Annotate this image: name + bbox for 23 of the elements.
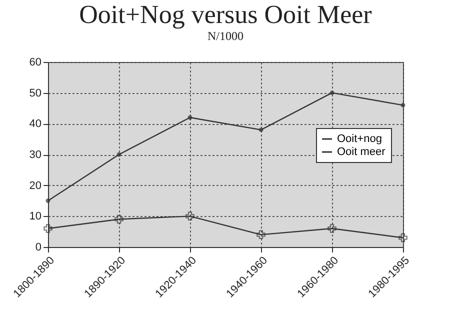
y-tick-label: 30 <box>29 149 42 161</box>
point <box>328 224 336 233</box>
y-tick-label: 60 <box>29 56 42 68</box>
point <box>114 214 124 224</box>
point <box>44 224 52 233</box>
point <box>330 90 334 96</box>
legend-label: Ooit meer <box>337 146 386 158</box>
point <box>398 233 408 242</box>
point <box>400 102 406 108</box>
y-tick-label: 20 <box>29 180 42 192</box>
y-tick-label: 50 <box>29 87 42 100</box>
y-tick-label: 40 <box>29 118 42 130</box>
y-tick-label: 10 <box>29 210 42 223</box>
point <box>46 198 50 203</box>
y-tick-label: 0 <box>35 242 42 254</box>
point <box>258 128 264 132</box>
point <box>186 212 194 221</box>
legend-label: Ooit+nog <box>337 133 382 145</box>
chart-title: Ooit+Nog versus Ooit Meer <box>79 0 372 29</box>
chart-subtitle: N/1000 <box>208 29 244 43</box>
point <box>256 230 266 240</box>
point <box>116 152 122 157</box>
point <box>188 115 192 120</box>
